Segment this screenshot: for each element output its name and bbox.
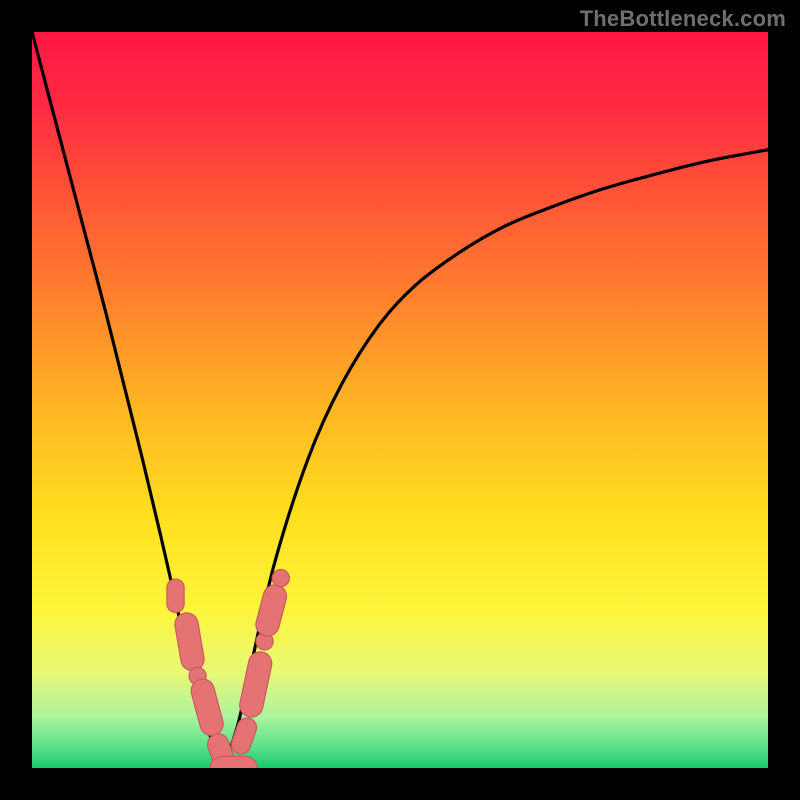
gradient-background [32,32,768,768]
marker-fill [203,691,212,724]
watermark-label: TheBottleneck.com [580,6,786,32]
chart-frame: TheBottleneck.com [0,0,800,800]
plot-area [32,32,768,768]
bottleneck-curve-chart [32,32,768,768]
marker-fill [268,597,275,625]
marker-fill [241,728,247,745]
marker-fill [251,663,260,705]
marker-fill [187,624,193,659]
